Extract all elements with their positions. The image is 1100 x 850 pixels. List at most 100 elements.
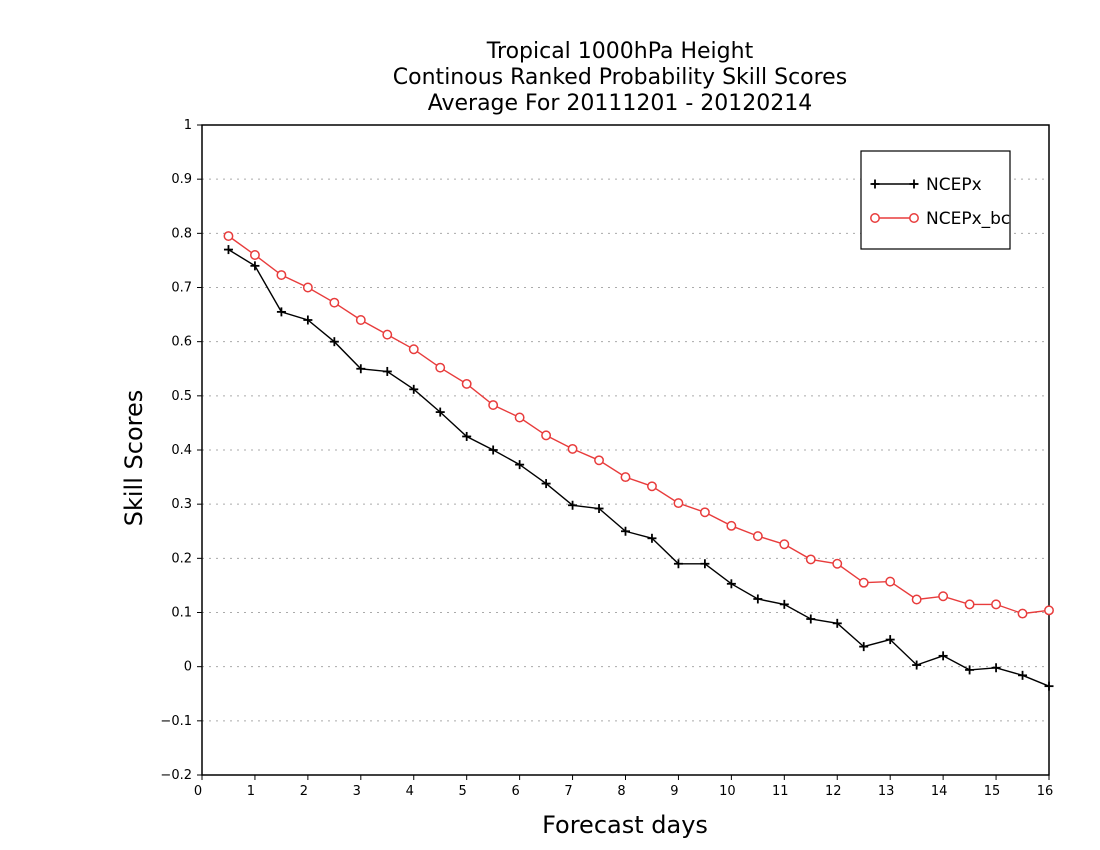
data-point-ncepx-bc: [699, 507, 710, 518]
y-tick-label: 0.6: [171, 335, 192, 350]
data-point-ncepx: [1044, 681, 1054, 691]
data-point-ncepx-bc: [673, 498, 684, 509]
x-tick-label: 12: [825, 784, 842, 799]
data-point-ncepx: [753, 594, 763, 604]
data-point-ncepx: [1018, 670, 1028, 680]
data-point-ncepx: [832, 618, 842, 628]
legend-marker: [870, 213, 880, 223]
title-line-2: Continous Ranked Probability Skill Score…: [393, 65, 847, 90]
y-tick-label: 0: [184, 660, 192, 675]
x-tick-label: 14: [931, 784, 948, 799]
series-ncepx-bc: [223, 231, 1054, 619]
x-tick-label: 10: [719, 784, 736, 799]
x-tick-label: 4: [406, 784, 414, 799]
data-point-ncepx: [859, 642, 869, 652]
data-point-ncepx-bc: [1044, 605, 1054, 616]
data-point-ncepx-bc: [355, 315, 366, 325]
data-point-ncepx-bc: [991, 599, 1002, 610]
data-point-ncepx: [541, 479, 551, 489]
data-point-ncepx: [885, 635, 895, 645]
title-line-3: Average For 20111201 - 20120214: [428, 91, 813, 116]
data-point-ncepx: [462, 431, 472, 441]
legend-box: [860, 150, 1011, 250]
data-point-ncepx: [409, 384, 419, 394]
y-tick-label: 0.2: [171, 551, 192, 566]
data-point-ncepx: [276, 307, 286, 317]
legend-marker: [870, 179, 880, 189]
data-point-ncepx-bc: [858, 577, 869, 588]
legend: NCEPx NCEPx_bc: [860, 150, 1011, 250]
data-point-ncepx: [488, 445, 498, 455]
data-point-ncepx: [382, 366, 392, 376]
data-point-ncepx-bc: [514, 412, 525, 423]
y-tick-label: 0.4: [171, 443, 192, 458]
data-point-ncepx-bc: [276, 270, 287, 280]
grid: [202, 178, 1049, 722]
legend-item-ncepx-bc: NCEPx_bc: [870, 209, 1010, 229]
x-tick-label: 8: [617, 784, 625, 799]
data-point-ncepx: [965, 665, 975, 675]
data-point-ncepx-bc: [567, 443, 578, 454]
data-point-ncepx-bc: [805, 554, 816, 565]
data-point-ncepx-bc: [885, 576, 896, 587]
y-tick-label: −0.2: [160, 768, 192, 783]
data-point-ncepx-bc: [938, 591, 949, 602]
data-point-ncepx-bc: [779, 539, 790, 550]
data-point-ncepx-bc: [408, 344, 419, 355]
x-tick-label: 2: [300, 784, 308, 799]
data-point-ncepx-bc: [223, 231, 234, 241]
x-tick-label: 9: [670, 784, 678, 799]
data-point-ncepx-bc: [435, 362, 446, 373]
x-tick-label: 13: [878, 784, 895, 799]
x-tick-label: 15: [984, 784, 1001, 799]
data-point-ncepx-bc: [594, 455, 604, 466]
data-point-ncepx: [515, 460, 525, 470]
y-tick-label: 0.1: [171, 606, 192, 621]
data-point-ncepx: [779, 599, 789, 609]
data-point-ncepx-bc: [647, 481, 657, 492]
legend-label: NCEPx_bc: [926, 209, 1010, 229]
legend-item-ncepx: NCEPx: [870, 175, 982, 195]
data-point-ncepx-bc: [620, 472, 631, 483]
data-point-ncepx-bc: [461, 378, 472, 389]
data-point-ncepx: [621, 526, 630, 536]
data-point-ncepx-bc: [832, 558, 843, 569]
y-tick-label: 0.7: [171, 281, 192, 296]
data-point-ncepx: [938, 651, 948, 661]
x-axis-label: Forecast days: [542, 811, 708, 839]
data-point-ncepx-bc: [911, 594, 922, 605]
data-point-ncepx: [806, 614, 816, 624]
x-tick-label: 0: [194, 784, 202, 799]
series-line-ncepx: [228, 249, 1050, 687]
y-tick-label: 0.9: [171, 172, 192, 187]
data-point-ncepx: [435, 407, 445, 417]
data-point-ncepx-bc: [1017, 608, 1028, 619]
data-point-ncepx-bc: [382, 329, 393, 340]
legend-label: NCEPx: [926, 175, 982, 195]
y-tick-label: −0.1: [160, 714, 192, 729]
data-point-ncepx-bc: [726, 520, 737, 531]
legend-items: NCEPx NCEPx_bc: [870, 175, 1010, 229]
data-point-ncepx: [329, 337, 339, 347]
data-point-ncepx: [700, 559, 710, 569]
series-line-ncepx-bc: [228, 235, 1050, 615]
data-point-ncepx: [356, 364, 366, 374]
y-tick-label: 0.5: [171, 389, 192, 404]
x-tick-label: 3: [353, 784, 361, 799]
series-ncepx: [223, 245, 1054, 691]
data-point-ncepx-bc: [964, 599, 975, 610]
data-point-ncepx: [726, 579, 736, 589]
y-axis-label: Skill Scores: [120, 390, 148, 527]
x-tick-label: 11: [772, 784, 789, 799]
data-point-ncepx-bc: [541, 430, 552, 441]
y-tick-label: 1: [184, 118, 192, 133]
data-point-ncepx: [912, 660, 922, 670]
legend-marker: [909, 213, 919, 223]
data-point-ncepx: [223, 245, 233, 255]
series-layer: [223, 231, 1054, 691]
title-line-1: Tropical 1000hPa Height: [486, 39, 754, 64]
x-tick-label: 16: [1037, 784, 1054, 799]
data-point-ncepx-bc: [488, 400, 499, 410]
legend-marker: [909, 179, 919, 189]
